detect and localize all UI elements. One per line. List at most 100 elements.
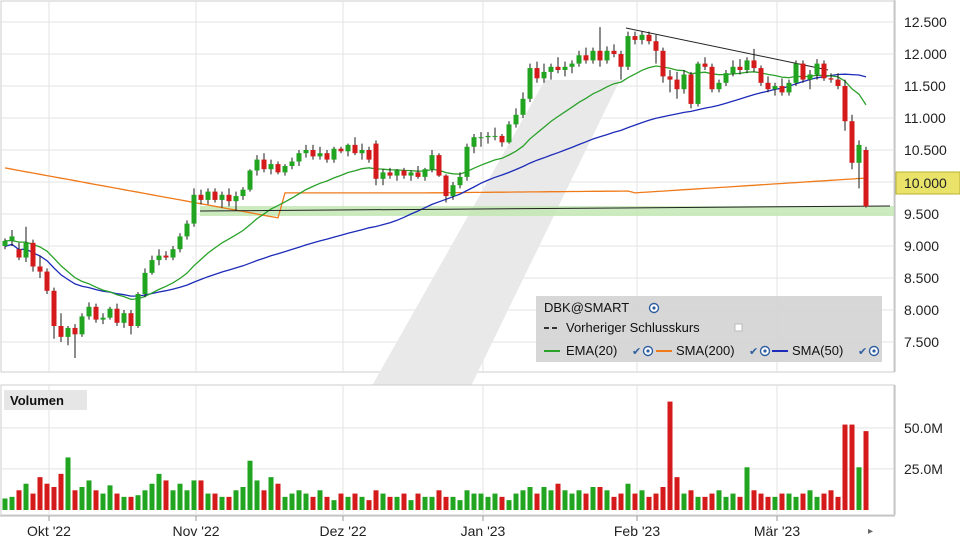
candle-body <box>625 36 631 67</box>
candle-body <box>646 34 652 42</box>
legend-prev-close-checkbox[interactable] <box>734 323 743 332</box>
volume-bar <box>709 493 715 510</box>
support-zone <box>200 206 894 216</box>
volume-bar <box>849 424 855 510</box>
candle-body <box>590 50 596 61</box>
candle-body <box>345 144 351 152</box>
candle-body <box>142 272 148 294</box>
volume-bar <box>100 493 106 510</box>
candle-body <box>198 194 204 200</box>
legend-symbol: DBK@SMART <box>544 300 629 315</box>
candle-body <box>121 313 127 323</box>
volume-bar <box>653 493 659 510</box>
volume-bar <box>611 496 617 510</box>
price-tick-label: 11.500 <box>904 78 946 94</box>
candle-body <box>611 50 617 54</box>
volume-bar <box>156 473 162 510</box>
volume-bar <box>534 493 540 510</box>
price-tick-label: 7.500 <box>904 334 939 350</box>
volume-bar <box>86 480 92 510</box>
volume-tick-label: 25.0M <box>904 461 943 477</box>
candle-body <box>828 78 834 80</box>
legend-sma50-check-icon[interactable]: ✔ <box>858 345 867 358</box>
volume-tick-labels: 50.0M 25.0M <box>904 420 943 477</box>
candle-body <box>170 249 176 258</box>
candle-body <box>352 144 358 154</box>
candle-body <box>184 223 190 237</box>
volume-bar <box>674 477 680 510</box>
legend-sma200-check-icon[interactable]: ✔ <box>749 345 758 358</box>
chart-legend: DBK@SMART Vorheriger Schlusskurs EMA(20)… <box>536 296 882 362</box>
candle-body <box>65 327 71 337</box>
volume-bar <box>30 493 36 510</box>
volume-bar <box>317 490 323 510</box>
volume-tick-label: 50.0M <box>904 420 943 436</box>
legend-sma200-settings-icon[interactable] <box>759 345 771 357</box>
candle-body <box>751 60 757 69</box>
candle-body <box>128 313 134 326</box>
price-tick-label: 11.000 <box>904 110 946 126</box>
candle-body <box>331 148 337 160</box>
candle-body <box>261 159 267 170</box>
volume-bar <box>436 490 442 510</box>
volume-bar <box>219 496 225 510</box>
volume-bar <box>548 490 554 510</box>
volume-bar <box>58 473 64 510</box>
time-tick-label: Jan '23 <box>461 523 506 539</box>
candle-body <box>576 55 582 64</box>
volume-bar <box>268 477 274 510</box>
trendline-support <box>199 205 891 212</box>
candle-body <box>100 317 106 320</box>
candle-body <box>520 98 526 115</box>
candle-body <box>695 63 701 104</box>
legend-symbol-icon[interactable] <box>648 302 660 314</box>
candle-body <box>793 63 799 83</box>
volume-bar <box>303 493 309 510</box>
volume-bar <box>296 490 302 510</box>
volume-bar <box>863 431 869 510</box>
legend-ema20-settings-icon[interactable] <box>642 345 654 357</box>
volume-bar <box>716 490 722 510</box>
candle-body <box>387 172 393 176</box>
volume-bar <box>590 487 596 510</box>
candle-body <box>842 86 848 122</box>
candle-body <box>786 82 792 93</box>
candle-body <box>527 68 533 99</box>
volume-bar <box>828 490 834 510</box>
volume-bar <box>779 493 785 510</box>
candle-body <box>303 150 309 154</box>
candle-body <box>107 308 113 318</box>
volume-bar <box>275 483 281 510</box>
time-axis-arrow-icon[interactable]: ▸ <box>868 526 873 537</box>
candle-body <box>324 153 330 160</box>
candle-body <box>16 249 22 258</box>
volume-panel: Volumen 50.0M 25.0M <box>0 384 943 516</box>
candle-body <box>135 294 141 326</box>
volume-bar <box>800 493 806 510</box>
candle-body <box>156 255 162 261</box>
candle-body <box>58 326 64 337</box>
candle-body <box>702 63 708 67</box>
volume-bar <box>842 424 848 510</box>
legend-sma200-label: SMA(200) <box>676 343 735 358</box>
volume-bar <box>9 496 15 510</box>
legend-ema20-check-icon[interactable]: ✔ <box>632 345 641 358</box>
volume-bar <box>520 490 526 510</box>
candle-body <box>478 137 484 139</box>
candle-body <box>730 66 736 74</box>
candle-body <box>653 41 659 51</box>
volume-bar <box>331 500 337 510</box>
time-tick-label: Nov '22 <box>172 523 219 539</box>
volume-bar <box>114 493 120 510</box>
volume-bar <box>254 480 260 510</box>
volume-bar <box>401 493 407 510</box>
volume-bar <box>464 490 470 510</box>
price-panel <box>0 0 895 460</box>
volume-bar <box>562 490 568 510</box>
candle-body <box>814 63 820 75</box>
candle-body <box>93 306 99 320</box>
legend-sma50-settings-icon[interactable] <box>868 345 880 357</box>
candle-body <box>212 191 218 200</box>
volume-bar <box>723 496 729 510</box>
candle-body <box>394 170 400 176</box>
